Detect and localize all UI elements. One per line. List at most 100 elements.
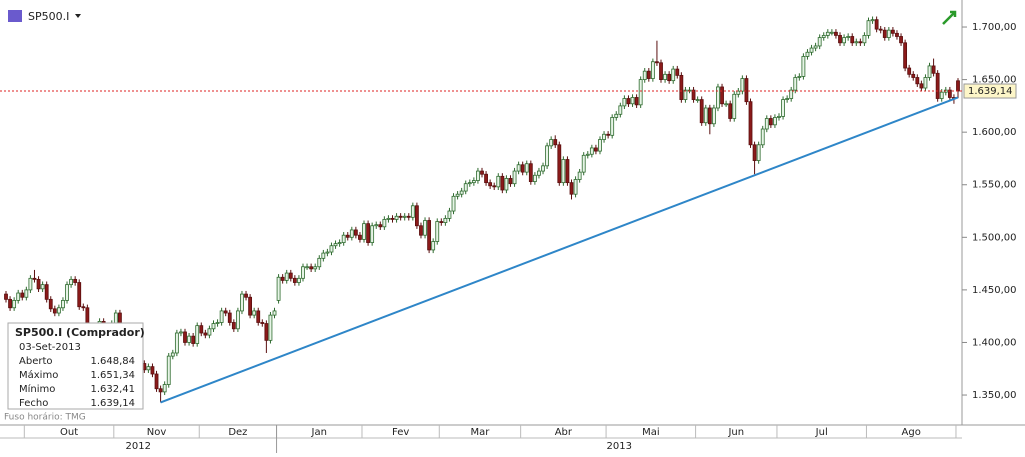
candle-body [435,221,440,242]
candle-body [626,98,631,105]
candle-body [187,335,191,343]
candle-body [813,45,818,49]
info-box: SP500.I (Comprador) 03-Set-2013 Aberto 1.… [7,322,145,410]
candle-body [496,175,501,188]
candle-body [760,128,765,146]
dropdown-arrow[interactable] [75,14,81,18]
candle-body [825,31,830,36]
candle-body [862,35,867,44]
info-value: 1.632,41 [90,384,135,395]
candle-body [736,90,741,95]
candle-body [557,144,562,184]
candle-body [235,310,240,330]
candle-body [260,322,265,324]
candle-body [630,97,635,105]
candle-body [183,331,187,343]
candle-body [858,41,863,44]
candle-body [443,217,448,223]
candle-body [309,266,314,270]
candle-body [838,35,842,44]
candle-body [321,252,326,259]
candle-body [195,325,200,344]
candle-body [573,179,578,195]
candle-body [671,68,676,82]
candle-body [154,373,159,390]
candle-body [716,86,720,109]
candle-body [231,322,236,330]
candle-body [752,144,757,161]
candle-body [829,31,834,34]
candle-body [284,272,289,281]
candle-body [895,32,899,37]
candle-body [606,133,611,136]
candle-body [744,78,749,103]
candle-body [301,266,305,279]
candle-body [292,277,297,283]
info-label: Máximo [19,369,58,381]
candle-body [12,300,17,309]
candle-body [36,278,41,290]
y-tick-label: 1.400,00 [972,337,1017,348]
candle-body [427,220,432,251]
candle-body [366,223,370,243]
candle-body [911,73,916,78]
candle-body [565,159,570,184]
candle-body [158,388,163,393]
candle-body [801,56,806,77]
info-value: 1.648,84 [90,356,135,367]
candle-body [48,298,53,310]
candle-body [394,215,399,220]
candle-body [732,93,737,119]
candle-body [73,278,78,283]
candle-body [711,107,716,125]
candle-body [471,180,476,184]
x-tick-label: Fev [392,427,409,438]
candle-body [56,307,61,314]
candle-body [785,98,790,100]
candle-body [223,310,228,314]
year-label: 2012 [126,441,151,452]
candle-body [476,170,480,181]
candle-body [528,163,533,182]
candle-body [44,284,49,300]
candle-body [227,312,232,323]
candle-body [288,272,293,279]
candle-body [150,366,155,375]
candle-body [8,298,12,309]
candle-body [264,323,269,341]
candle-body [20,292,25,298]
candle-body [455,193,460,197]
timezone: Fuso horário: TMG [4,413,86,423]
x-tick-label: Ago [902,427,921,438]
candle-body [508,178,513,185]
candle-body [703,107,708,124]
candle-body [211,323,216,330]
last-price-box [963,83,1017,99]
candle-body [415,205,419,227]
candle-body [32,277,37,280]
year-label: 2013 [607,441,632,452]
candle-body [268,314,273,341]
trend-icon[interactable] [942,10,957,25]
candle-body [467,182,472,185]
candle-body [903,42,908,69]
candle-body [646,70,651,79]
chart-title[interactable]: SP500.I [28,10,69,23]
candle-body [598,139,602,152]
candle-body [919,83,924,89]
candle-body [61,300,65,309]
candle-body [614,113,619,118]
candle-body [191,335,196,344]
candle-body [297,277,301,283]
candle-body [382,219,387,228]
candle-body [915,77,920,85]
candle-body [793,77,798,91]
candle-body [899,36,903,44]
candle-body [406,215,411,218]
candle-body [69,278,73,286]
candle-body [419,225,423,236]
candle-body [170,352,175,357]
candle-body [886,29,891,38]
candle-body [325,251,330,254]
